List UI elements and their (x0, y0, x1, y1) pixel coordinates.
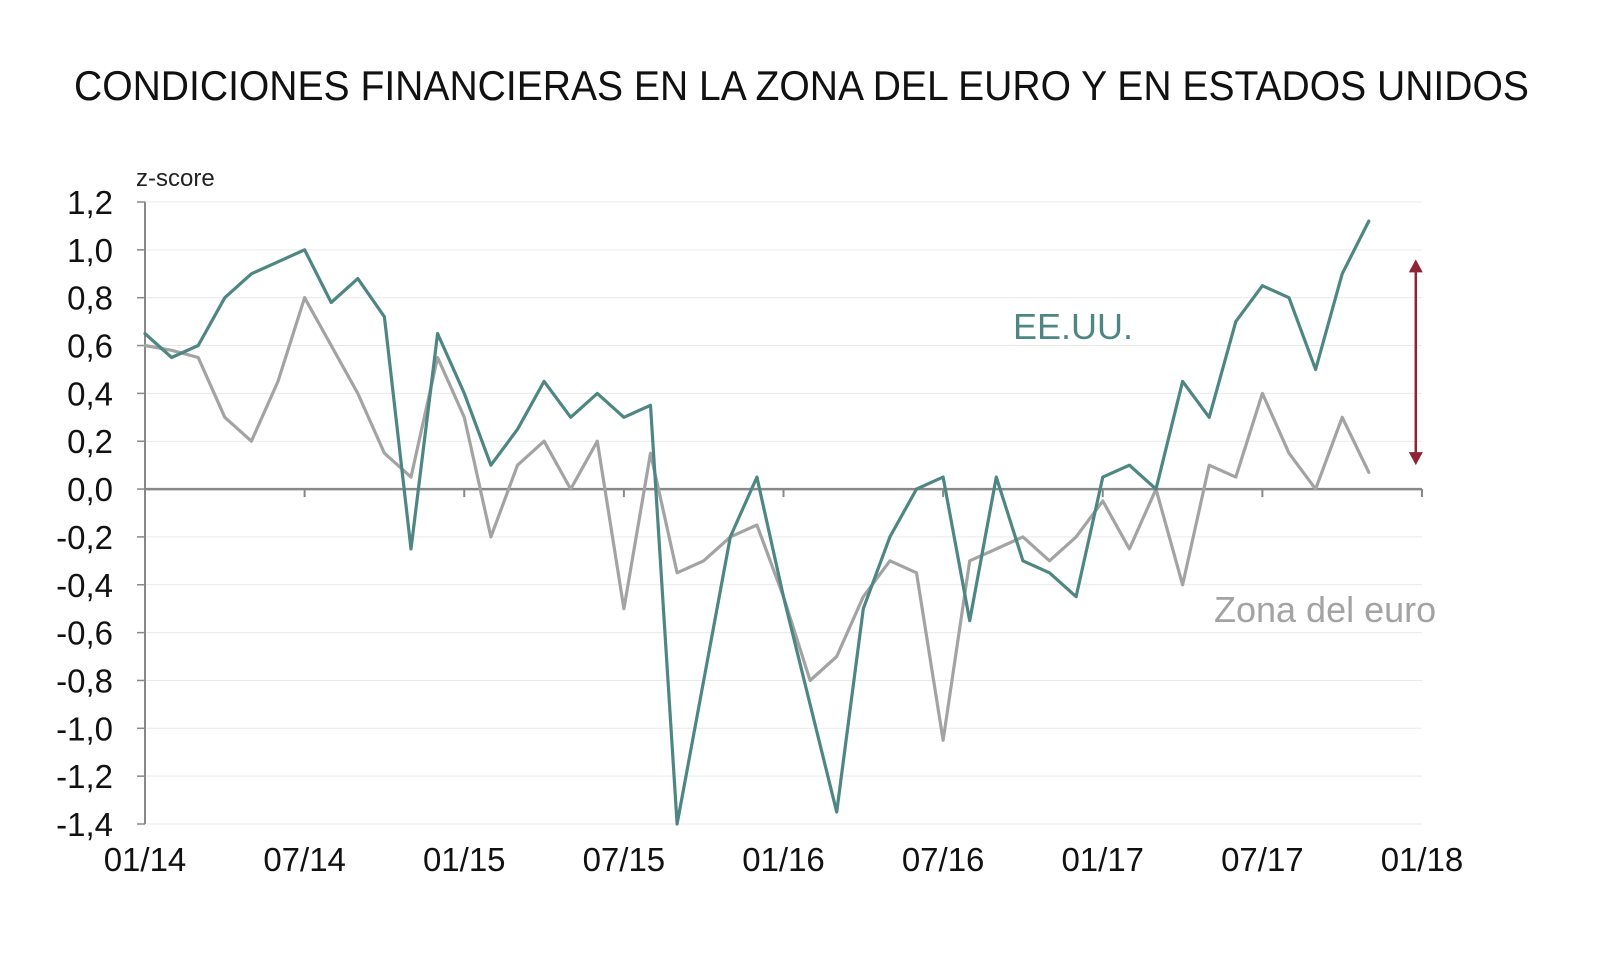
y-tick-label: -0,8 (56, 662, 113, 699)
annotations (1408, 259, 1423, 466)
x-tick-label: 07/14 (263, 841, 346, 878)
y-tick-label: 0,2 (67, 423, 113, 460)
y-tick-label: -0,2 (56, 519, 113, 556)
y-tick-label: 1,0 (67, 232, 113, 269)
x-tick-label: 01/16 (742, 841, 825, 878)
series-lines (143, 219, 1371, 826)
y-tick-label: -1,2 (56, 758, 113, 795)
y-tick-label: 0,8 (67, 280, 113, 317)
labels: 1,2 1,0 0,8 0,6 0,4 0,2 0,0 -0,2 -0,4 -0,6 -0,8 -1,… (56, 165, 1463, 878)
x-tick-label: 07/16 (902, 841, 985, 878)
x-tick-label: 07/17 (1221, 841, 1304, 878)
y-tick-label: -0,6 (56, 615, 113, 652)
series-label-eeuu: EE.UU. (1013, 306, 1133, 347)
series-label-zona-del-euro: Zona del euro (1214, 589, 1436, 630)
x-tick-label: 01/18 (1381, 841, 1464, 878)
y-tick-label: -1,4 (56, 806, 113, 843)
gap-arrow-head-top (1408, 259, 1423, 273)
x-tick-label: 01/17 (1061, 841, 1144, 878)
x-tick-label: 07/15 (583, 841, 666, 878)
y-tick-label: 0,4 (67, 375, 113, 412)
chart-title: CONDICIONES FINANCIERAS EN LA ZONA DEL E… (74, 62, 1529, 109)
y-tick-label: 0,6 (67, 328, 113, 365)
series-line-zona-del-euro (143, 296, 1371, 742)
x-tick-label: 01/14 (104, 841, 187, 878)
y-unit-label: z-score (136, 165, 215, 192)
y-tick-label: 0,0 (67, 471, 113, 508)
y-tick-label: 1,2 (67, 184, 113, 221)
y-tick-label: -0,4 (56, 567, 113, 604)
grid-lines (145, 201, 1422, 825)
axes (137, 201, 1423, 825)
gap-arrow-head-bottom (1408, 452, 1423, 466)
series-line-ee-uu (143, 219, 1371, 826)
y-tick-label: -1,0 (56, 710, 113, 747)
x-tick-label: 01/15 (423, 841, 506, 878)
